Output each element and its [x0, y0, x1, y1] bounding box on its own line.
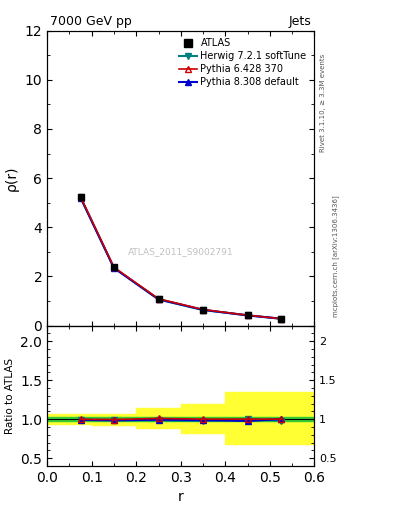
Legend: ATLAS, Herwig 7.2.1 softTune, Pythia 6.428 370, Pythia 8.308 default: ATLAS, Herwig 7.2.1 softTune, Pythia 6.4… — [176, 35, 310, 90]
Text: ATLAS_2011_S9002791: ATLAS_2011_S9002791 — [128, 247, 233, 257]
X-axis label: r: r — [178, 490, 184, 504]
Text: Rivet 3.1.10, ≥ 3.3M events: Rivet 3.1.10, ≥ 3.3M events — [320, 53, 326, 152]
Text: mcplots.cern.ch [arXiv:1306.3436]: mcplots.cern.ch [arXiv:1306.3436] — [332, 195, 339, 317]
Y-axis label: Ratio to ATLAS: Ratio to ATLAS — [5, 358, 15, 434]
Text: 7000 GeV pp: 7000 GeV pp — [50, 15, 132, 28]
Text: Jets: Jets — [289, 15, 312, 28]
Y-axis label: ρ(r): ρ(r) — [5, 165, 19, 191]
